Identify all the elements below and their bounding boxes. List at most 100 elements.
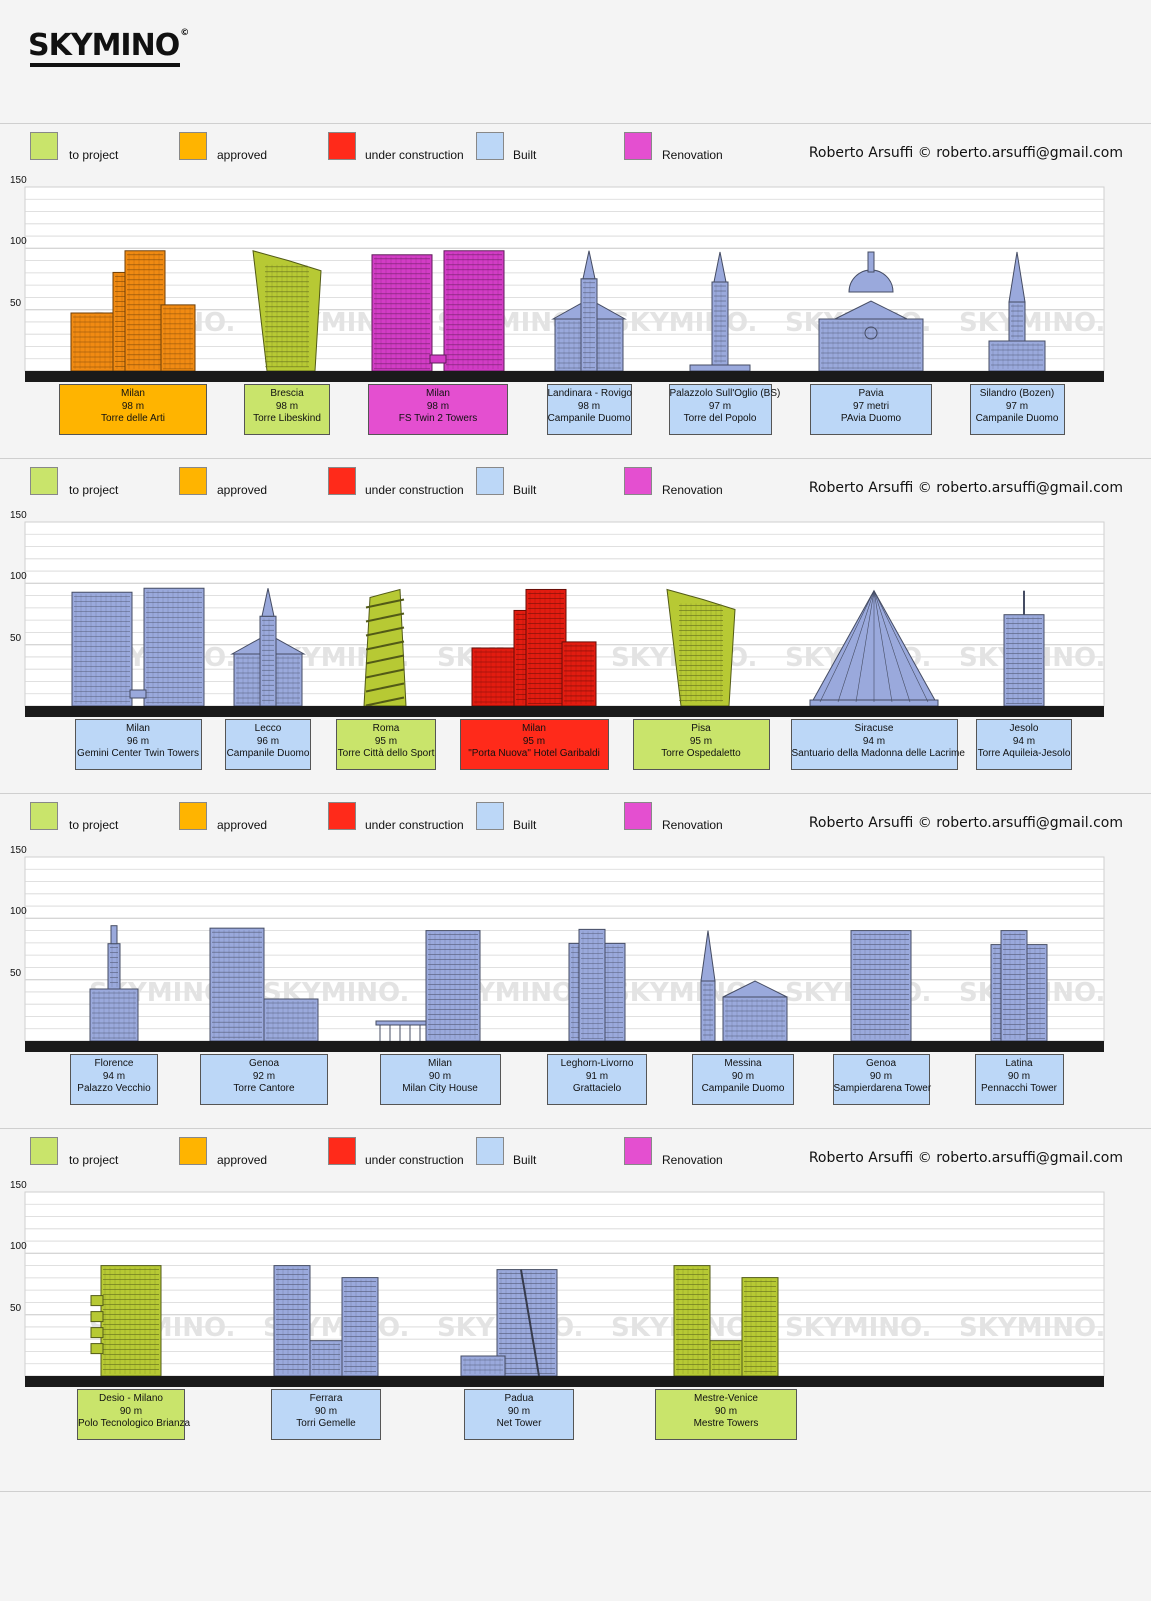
caption-height-label: 95 m xyxy=(522,735,546,747)
y-tick-label: 50 xyxy=(10,1302,22,1314)
caption-city: Pisa xyxy=(691,723,711,734)
building-caption: Milan 95 m "Porta Nuova" Hotel Garibaldi xyxy=(459,719,609,770)
watermark: SKYMINO. xyxy=(611,308,757,338)
caption-city: Jesolo xyxy=(1009,723,1039,734)
legend-swatch-construction xyxy=(328,132,356,160)
building-4-1 xyxy=(273,1265,379,1377)
caption-height-label: 90 m xyxy=(314,1405,338,1417)
building-4-2 xyxy=(460,1269,558,1377)
legend-label-project: to project xyxy=(69,148,119,162)
caption-name: Torri Gemelle xyxy=(296,1418,356,1429)
caption-city: Florence xyxy=(94,1058,134,1069)
legend-swatch-construction xyxy=(328,802,356,830)
caption-height-label: 98 m xyxy=(121,400,145,412)
caption-city: Desio - Milano xyxy=(99,1393,163,1404)
legend-swatch-renovation xyxy=(624,467,652,495)
caption-name: "Porta Nuova" Hotel Garibaldi xyxy=(468,748,600,759)
ground-bar xyxy=(25,1376,1104,1387)
legend-label-approved: approved xyxy=(217,148,268,162)
building-2-5 xyxy=(809,589,939,707)
building-caption: Silandro (Bozen) 97 m Campanile Duomo xyxy=(969,384,1065,435)
y-tick-label: 150 xyxy=(10,510,27,521)
legend-label-renovation: Renovation xyxy=(662,483,723,497)
legend-swatch-project xyxy=(30,1137,58,1165)
chart-plot: SKYMINO.SKYMINO.SKYMINO.SKYMINO.SKYMINO.… xyxy=(24,186,1105,382)
chart-panel-3: to project approved under construction Buil… xyxy=(0,793,1151,1136)
building-2-1 xyxy=(230,588,306,707)
building-caption: Pavia 97 metri PAvia Duomo xyxy=(810,384,932,435)
caption-name: Mestre Towers xyxy=(693,1418,759,1429)
building-caption: Leghorn-Livorno 91 m Grattacielo xyxy=(547,1054,647,1105)
legend-label-construction: under construction xyxy=(365,818,464,832)
building-caption: Milan 96 m Gemini Center Twin Towers xyxy=(74,719,202,770)
watermark: SKYMINO. xyxy=(959,1313,1105,1343)
building-3-3 xyxy=(568,928,626,1042)
caption-height-label: 92 m xyxy=(252,1070,276,1082)
skymino-logo: SKYMINO© xyxy=(28,28,189,67)
ground-bar xyxy=(25,1041,1104,1052)
legend-swatch-project xyxy=(30,802,58,830)
caption-height-label: 90 m xyxy=(731,1070,755,1082)
caption-height-label: 96 m xyxy=(256,735,280,747)
caption-city: Genoa xyxy=(248,1058,280,1069)
caption-city: Latina xyxy=(1005,1058,1033,1069)
caption-city: Landinara - Rovigo xyxy=(547,388,633,399)
caption-name: Torre Città dello Sport xyxy=(337,748,435,759)
caption-name: Sampierdarena Tower xyxy=(833,1083,932,1094)
building-caption: Landinara - Rovigo 98 m Campanile Duomo xyxy=(546,384,633,435)
ground-bar xyxy=(25,706,1104,717)
building-1-0 xyxy=(70,250,196,372)
caption-height-label: 90 m xyxy=(869,1070,893,1082)
caption-city: Milan xyxy=(426,388,450,399)
legend-label-construction: under construction xyxy=(365,148,464,162)
legend-swatch-project xyxy=(30,132,58,160)
caption-height-label: 97 m xyxy=(1005,400,1029,412)
caption-name: Gemini Center Twin Towers xyxy=(77,748,199,759)
caption-city: Ferrara xyxy=(309,1393,343,1404)
building-2-4 xyxy=(666,588,736,707)
chart-plot: SKYMINO.SKYMINO.SKYMINO.SKYMINO.SKYMINO.… xyxy=(24,521,1105,717)
logo-text: SKYMINO xyxy=(28,28,180,63)
building-3-2 xyxy=(375,930,481,1042)
caption-name: Torre Cantore xyxy=(233,1083,295,1094)
legend-swatch-approved xyxy=(179,802,207,830)
building-2-6 xyxy=(1003,590,1045,707)
caption-height-label: 90 m xyxy=(507,1405,531,1417)
caption-height-label: 91 m xyxy=(585,1070,609,1082)
legend-label-built: Built xyxy=(513,483,537,497)
chart-panel-1: to project approved under construction Buil… xyxy=(0,123,1151,466)
building-caption: Desio - Milano 90 m Polo Tecnologico Brian… xyxy=(77,1389,190,1440)
caption-height-label: 97 m xyxy=(708,400,732,412)
caption-city: Palazzolo Sull'Oglio (BS) xyxy=(669,388,781,399)
y-tick-label: 150 xyxy=(10,1180,27,1191)
logo-underline xyxy=(30,63,181,67)
building-caption: Brescia 98 m Torre Libeskind xyxy=(244,384,330,435)
caption-name: Campanile Duomo xyxy=(701,1083,785,1094)
legend-swatch-built xyxy=(476,802,504,830)
chart-plot: SKYMINO.SKYMINO.SKYMINO.SKYMINO.SKYMINO.… xyxy=(24,856,1105,1052)
chart-plot: SKYMINO.SKYMINO.SKYMINO.SKYMINO.SKYMINO.… xyxy=(24,1191,1105,1387)
building-3-5 xyxy=(850,930,912,1042)
building-caption: Ferrara 90 m Torri Gemelle xyxy=(271,1389,381,1440)
legend-label-renovation: Renovation xyxy=(662,148,723,162)
legend-swatch-approved xyxy=(179,1137,207,1165)
building-2-2 xyxy=(363,588,407,707)
footer-band xyxy=(0,1491,1151,1601)
legend-label-renovation: Renovation xyxy=(662,818,723,832)
logo-mark: © xyxy=(180,28,189,38)
legend-swatch-construction xyxy=(328,1137,356,1165)
legend-swatch-approved xyxy=(179,132,207,160)
caption-city: Lecco xyxy=(254,723,282,734)
author-credit: Roberto Arsuffi © roberto.arsuffi@gmail.… xyxy=(808,480,1123,496)
caption-name: Torre delle Arti xyxy=(101,413,165,424)
caption-city: Roma xyxy=(372,723,400,734)
y-tick-label: 50 xyxy=(10,632,22,644)
legend-label-renovation: Renovation xyxy=(662,1153,723,1167)
y-tick-label: 50 xyxy=(10,297,22,309)
caption-city: Leghorn-Livorno xyxy=(560,1058,634,1069)
building-caption: Siracuse 94 m Santuario della Madonna dell… xyxy=(790,719,965,770)
caption-height-label: 98 m xyxy=(275,400,299,412)
building-1-4 xyxy=(689,251,751,372)
legend-swatch-approved xyxy=(179,467,207,495)
caption-name: Pennacchi Tower xyxy=(981,1083,1057,1094)
